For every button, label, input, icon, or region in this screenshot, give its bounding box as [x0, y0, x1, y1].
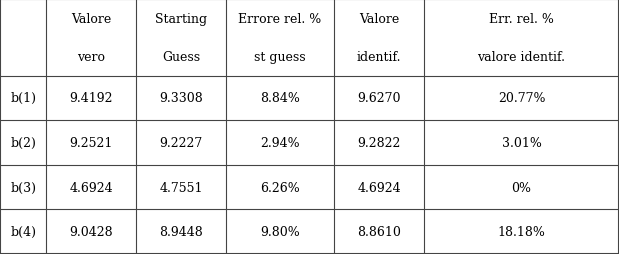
- Text: b(1): b(1): [10, 92, 37, 105]
- Text: Errore rel. %

st guess: Errore rel. % st guess: [238, 13, 322, 64]
- Text: 20.77%: 20.77%: [498, 92, 545, 105]
- Text: Valore

identif.: Valore identif.: [357, 13, 401, 64]
- Text: Starting

Guess: Starting Guess: [155, 13, 207, 64]
- Text: b(3): b(3): [10, 181, 37, 194]
- Text: Err. rel. %

valore identif.: Err. rel. % valore identif.: [477, 13, 566, 64]
- Text: 9.80%: 9.80%: [260, 225, 300, 238]
- Text: 4.6924: 4.6924: [69, 181, 113, 194]
- Text: 9.0428: 9.0428: [69, 225, 113, 238]
- Text: 8.84%: 8.84%: [260, 92, 300, 105]
- Text: 9.2227: 9.2227: [160, 136, 202, 149]
- Text: 3.01%: 3.01%: [501, 136, 542, 149]
- Text: 9.3308: 9.3308: [159, 92, 203, 105]
- Text: 2.94%: 2.94%: [260, 136, 300, 149]
- Text: 9.2521: 9.2521: [69, 136, 113, 149]
- Text: Valore

vero: Valore vero: [71, 13, 111, 64]
- Text: 9.2822: 9.2822: [357, 136, 401, 149]
- Text: 0%: 0%: [511, 181, 532, 194]
- Text: 18.18%: 18.18%: [498, 225, 545, 238]
- Text: 6.26%: 6.26%: [260, 181, 300, 194]
- Text: b(4): b(4): [10, 225, 37, 238]
- Text: 8.8610: 8.8610: [357, 225, 401, 238]
- Text: 4.7551: 4.7551: [159, 181, 203, 194]
- Text: 9.6270: 9.6270: [357, 92, 401, 105]
- Text: 4.6924: 4.6924: [357, 181, 401, 194]
- Text: 9.4192: 9.4192: [69, 92, 113, 105]
- Text: 8.9448: 8.9448: [159, 225, 203, 238]
- Text: b(2): b(2): [11, 136, 36, 149]
